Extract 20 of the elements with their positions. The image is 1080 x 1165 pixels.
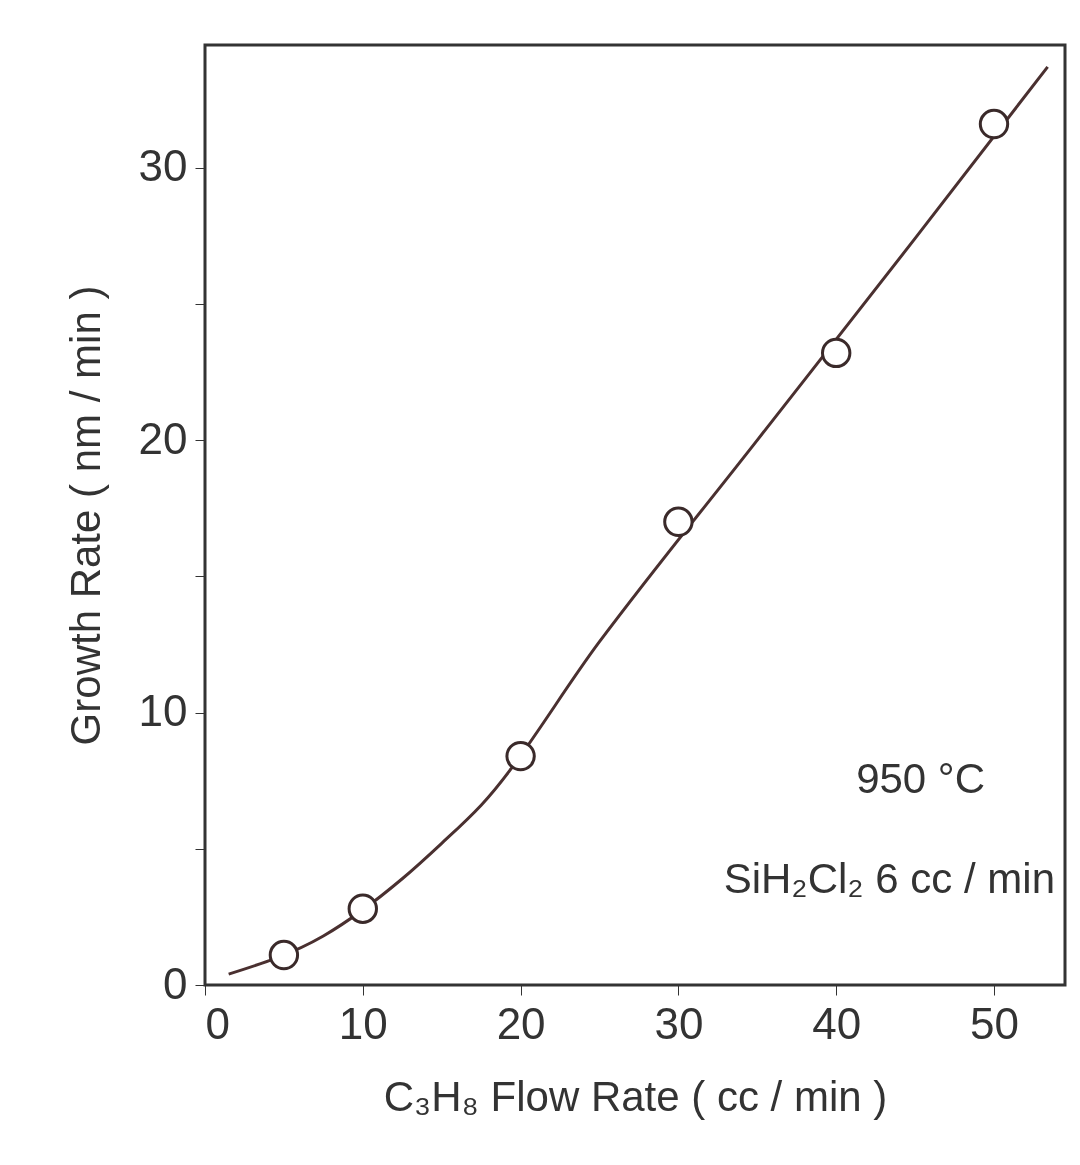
x-tick-label: 30 [654, 998, 704, 1048]
y-tick-label: 10 [138, 686, 188, 736]
y-tick-label: 20 [138, 413, 188, 463]
point [978, 108, 1010, 140]
y-tick-label: 30 [138, 141, 188, 191]
x-tick-label: 40 [812, 998, 862, 1048]
point [268, 939, 300, 971]
annotation: 950 °C [856, 755, 985, 802]
point [663, 506, 694, 537]
x-tick-label: 0 [205, 998, 230, 1048]
x-tick-label: 50 [970, 998, 1019, 1048]
x-tick-label: 10 [338, 998, 388, 1048]
point [347, 893, 378, 924]
x-tick-label: 20 [496, 998, 546, 1048]
point [505, 740, 536, 772]
y-axis-title: Growth Rate ( nm / min ) [61, 285, 109, 746]
x-axis-title: C₃H₈ Flow Rate ( cc / min ) [383, 1072, 888, 1120]
point [821, 337, 852, 369]
y-tick-label: 0 [163, 958, 188, 1008]
annotation: SiH₂Cl₂ 6 cc / min [723, 855, 1055, 902]
